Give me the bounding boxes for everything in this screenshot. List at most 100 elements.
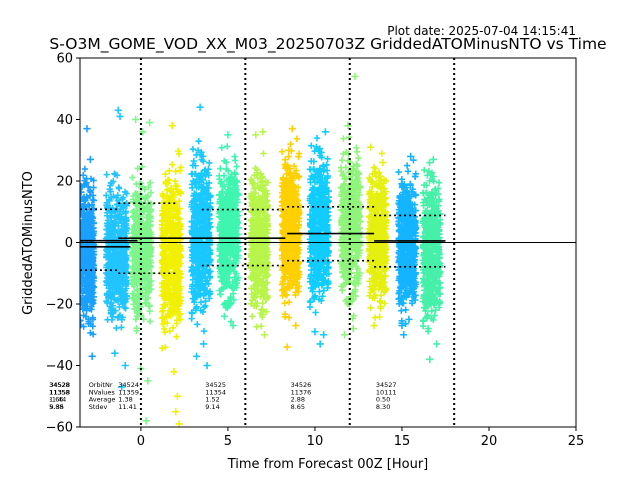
- data-point: [103, 297, 110, 305]
- data-point: [119, 300, 126, 308]
- data-point: [146, 307, 153, 315]
- data-point: [104, 316, 111, 323]
- data-point: [114, 229, 122, 236]
- data-point: [89, 300, 96, 308]
- data-point: [107, 229, 114, 237]
- data-point: [109, 219, 116, 227]
- data-point: [88, 306, 95, 313]
- data-point: [108, 276, 115, 283]
- data-point: [85, 219, 92, 226]
- data-point: [123, 190, 130, 197]
- data-point: [105, 222, 113, 229]
- data-point: [121, 226, 128, 233]
- data-point: [87, 175, 95, 183]
- data-point: [110, 178, 117, 185]
- data-point: [111, 349, 119, 357]
- data-point: [122, 261, 129, 268]
- data-point: [122, 282, 130, 290]
- data-point: [108, 214, 115, 221]
- data-point: [104, 293, 112, 301]
- data-point: [80, 188, 85, 196]
- data-point: [123, 277, 131, 284]
- data-point: [88, 352, 96, 360]
- data-point: [106, 188, 114, 195]
- data-point: [113, 324, 120, 332]
- data-point: [90, 254, 97, 262]
- data-point: [110, 193, 117, 200]
- plot-area: 34528113581.665.883452811358-1.449.35Orb…: [49, 58, 576, 427]
- data-point: [82, 313, 90, 320]
- data-point: [89, 331, 97, 338]
- data-point: [80, 249, 87, 256]
- data-point: [115, 222, 122, 230]
- data-point: [114, 192, 121, 199]
- data-point: [106, 251, 113, 258]
- data-point: [83, 288, 90, 296]
- data-point: [84, 273, 91, 280]
- data-point: [118, 280, 126, 287]
- data-point: [106, 204, 114, 211]
- data-point: [121, 361, 129, 370]
- data-point: [103, 199, 111, 207]
- data-point: [85, 292, 92, 299]
- data-point: [83, 211, 91, 219]
- data-point: [89, 265, 96, 273]
- data-point: [118, 383, 126, 391]
- data-point: [80, 279, 85, 287]
- data-point: [80, 294, 85, 302]
- data-point: [81, 224, 88, 231]
- data-point: [123, 292, 130, 299]
- data-point: [115, 184, 122, 191]
- data-point: [83, 179, 90, 186]
- data-point: [110, 281, 117, 289]
- data-point: [85, 318, 92, 325]
- data-point: [86, 228, 93, 235]
- data-point: [117, 203, 124, 210]
- data-point: [81, 256, 89, 264]
- data-point: [81, 202, 89, 210]
- data-point: [88, 287, 96, 294]
- data-point: [118, 263, 126, 271]
- data-point: [90, 299, 97, 307]
- data-point: [84, 244, 91, 252]
- data-point: [80, 172, 87, 179]
- data-point: [83, 193, 90, 200]
- data-point: [80, 242, 86, 249]
- data-point: [114, 197, 122, 204]
- data-point: [117, 260, 125, 267]
- data-point: [108, 299, 115, 307]
- data-point: [107, 257, 115, 265]
- data-point: [113, 172, 121, 179]
- data-point: [120, 208, 127, 215]
- data-point: [80, 269, 86, 276]
- data-point: [105, 270, 113, 277]
- data-point: [103, 192, 110, 199]
- data-point: [106, 196, 113, 203]
- data-point: [103, 171, 110, 178]
- data-point: [80, 247, 84, 254]
- data-point: [89, 314, 96, 321]
- data-point: [122, 305, 129, 312]
- data-point: [85, 282, 92, 289]
- data-point: [129, 174, 136, 181]
- data-point: [85, 252, 92, 260]
- data-point: [86, 155, 95, 164]
- data-point: [80, 183, 85, 190]
- data-point: [114, 106, 122, 114]
- data-point: [90, 184, 97, 191]
- data-point: [84, 183, 92, 191]
- data-point: [121, 304, 128, 311]
- data-point: [106, 290, 113, 297]
- data-point: [103, 262, 110, 269]
- data-point: [105, 285, 112, 292]
- data-point: [118, 316, 126, 323]
- data-point: [80, 226, 85, 233]
- data-point: [83, 125, 91, 133]
- data-point: [114, 314, 121, 322]
- data-point: [109, 306, 116, 313]
- data-point: [83, 303, 90, 310]
- data-point: [119, 291, 127, 298]
- data-point: [84, 201, 92, 209]
- data-point: [104, 209, 111, 216]
